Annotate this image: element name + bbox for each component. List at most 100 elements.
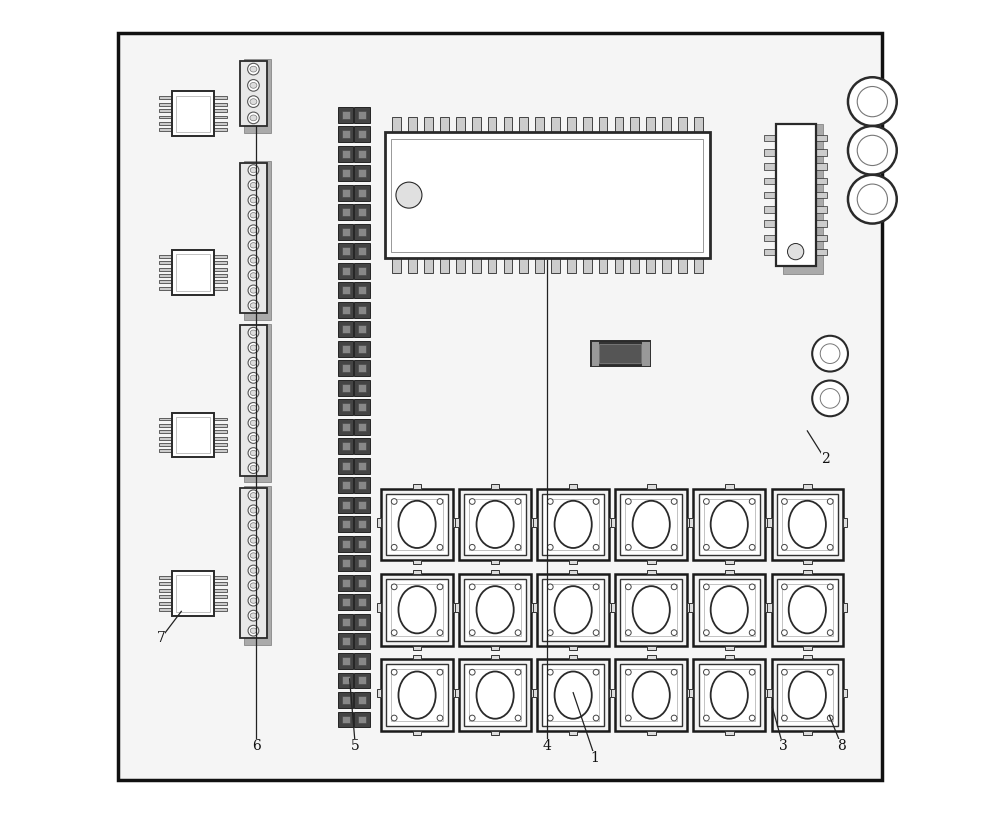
Bar — [358, 579, 366, 587]
Bar — [469, 584, 521, 636]
Circle shape — [469, 584, 475, 589]
Circle shape — [248, 255, 259, 266]
Bar — [620, 579, 682, 641]
Bar — [214, 115, 227, 119]
Circle shape — [671, 630, 677, 636]
Bar — [567, 117, 576, 132]
Bar — [358, 559, 366, 567]
Bar — [358, 228, 366, 236]
Bar — [488, 117, 496, 132]
Bar — [377, 518, 381, 527]
Bar — [159, 450, 172, 452]
Bar — [413, 485, 421, 489]
Bar — [214, 582, 227, 585]
Circle shape — [593, 669, 599, 675]
Circle shape — [437, 630, 443, 636]
Ellipse shape — [250, 537, 257, 543]
Circle shape — [437, 715, 443, 721]
Circle shape — [248, 300, 259, 311]
Bar — [693, 489, 765, 560]
Bar — [491, 655, 499, 659]
Bar — [694, 117, 703, 132]
Ellipse shape — [250, 272, 257, 278]
Bar — [464, 664, 526, 726]
Ellipse shape — [250, 242, 257, 248]
Bar — [240, 325, 267, 476]
Ellipse shape — [250, 567, 257, 573]
Bar — [413, 570, 421, 574]
Bar — [338, 692, 353, 708]
Bar — [354, 633, 370, 650]
Bar — [172, 250, 214, 294]
Bar — [491, 485, 499, 489]
Bar — [159, 608, 172, 611]
Bar — [159, 97, 172, 99]
Circle shape — [827, 498, 833, 504]
Bar — [159, 287, 172, 289]
Circle shape — [812, 336, 848, 372]
Circle shape — [671, 498, 677, 504]
Bar — [338, 458, 353, 474]
Bar — [504, 117, 512, 132]
Bar — [338, 224, 353, 240]
Bar — [358, 130, 366, 138]
Bar — [354, 185, 370, 201]
Circle shape — [248, 285, 259, 296]
Bar — [464, 493, 526, 555]
Bar — [338, 185, 353, 201]
Bar — [725, 570, 734, 574]
Bar — [491, 570, 499, 574]
Bar — [630, 259, 639, 273]
Bar — [455, 603, 459, 612]
Circle shape — [248, 433, 259, 443]
Bar — [159, 261, 172, 264]
Ellipse shape — [250, 115, 257, 121]
Bar — [214, 443, 227, 446]
Bar — [342, 462, 350, 470]
Bar — [172, 413, 214, 457]
Bar — [159, 589, 172, 592]
Ellipse shape — [711, 586, 748, 633]
Bar — [354, 243, 370, 259]
Circle shape — [827, 545, 833, 550]
Bar — [377, 689, 381, 698]
Circle shape — [248, 358, 259, 368]
Circle shape — [547, 715, 553, 721]
Circle shape — [248, 505, 259, 515]
Bar — [392, 117, 401, 132]
Bar — [214, 274, 227, 277]
Bar — [342, 286, 350, 294]
Bar — [358, 676, 366, 685]
Bar — [342, 442, 350, 450]
Ellipse shape — [250, 212, 257, 218]
Bar — [542, 664, 604, 726]
Bar — [354, 672, 370, 689]
Bar — [531, 518, 535, 527]
Bar — [699, 579, 760, 641]
Bar — [725, 731, 734, 735]
Bar — [214, 589, 227, 592]
Bar — [519, 117, 528, 132]
Bar — [689, 518, 693, 527]
Bar — [646, 117, 655, 132]
Bar — [338, 594, 353, 611]
Circle shape — [515, 715, 521, 721]
Bar — [583, 117, 592, 132]
Circle shape — [248, 240, 259, 250]
Bar — [338, 672, 353, 689]
Circle shape — [248, 195, 259, 206]
Bar — [504, 259, 512, 273]
Bar — [358, 169, 366, 177]
Bar — [764, 235, 776, 241]
Bar — [767, 689, 772, 698]
Circle shape — [547, 669, 553, 675]
Text: 1: 1 — [591, 750, 600, 765]
Bar — [591, 341, 650, 366]
Bar — [776, 124, 816, 267]
Circle shape — [437, 584, 443, 589]
Circle shape — [593, 498, 599, 504]
Circle shape — [827, 630, 833, 636]
Bar — [783, 124, 823, 275]
Circle shape — [391, 498, 397, 504]
Bar — [647, 570, 656, 574]
